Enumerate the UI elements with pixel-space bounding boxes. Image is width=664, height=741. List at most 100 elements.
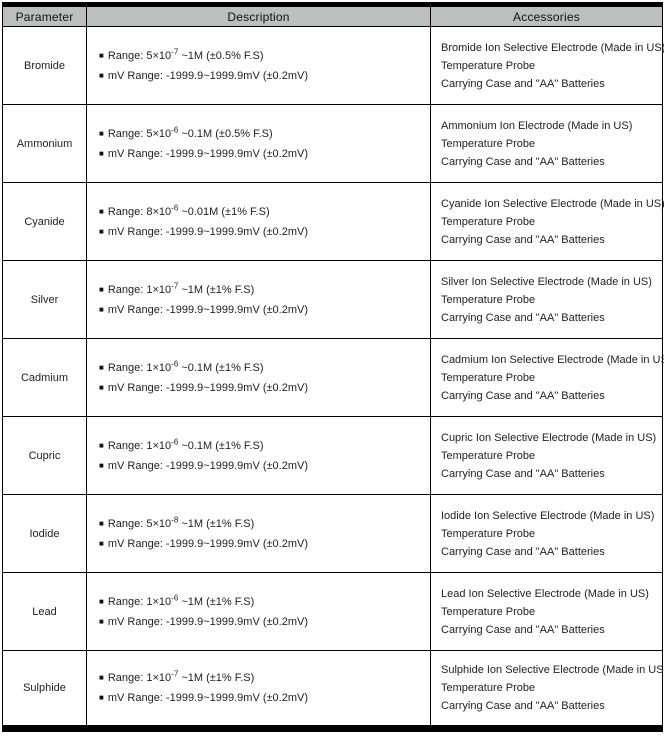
description-cell: ■ Range: 1×10-6 ~1M (±1% F.S) ■ mV Range: … <box>86 572 431 651</box>
square-bullet-icon: ■ <box>99 693 104 702</box>
range-exponent: -6 <box>171 124 179 134</box>
accessory-line: Carrying Case and "AA" Batteries <box>441 389 605 402</box>
parameter-label: Sulphide <box>23 682 66 694</box>
table-body: Bromide ■ Range: 5×10-7 ~1M (±0.5% F.S) ■… <box>2 26 664 729</box>
range-line: ■ Range: 8×10-6 ~0.01M (±1% F.S) <box>99 202 430 222</box>
square-bullet-icon: ■ <box>99 362 104 372</box>
range-line: ■ Range: 5×10-8 ~1M (±1% F.S) <box>99 514 430 534</box>
range-suffix: ~0.1M (±1% F.S) <box>178 439 264 452</box>
range-suffix: ~1M (±1% F.S) <box>178 517 255 530</box>
accessory-line: Carrying Case and "AA" Batteries <box>441 467 605 480</box>
accessory-line: Cyanide Ion Selective Electrode (Made in… <box>441 197 664 210</box>
accessory-line: Temperature Probe <box>441 605 536 618</box>
accessory-line: Temperature Probe <box>441 293 536 306</box>
square-bullet-icon: ■ <box>99 518 104 528</box>
mv-range-line: ■ mV Range: -1999.9~1999.9mV (±0.2mV) <box>99 300 430 320</box>
accessory-line: Iodide Ion Selective Electrode (Made in … <box>441 509 655 522</box>
square-bullet-icon: ■ <box>99 304 104 314</box>
range-suffix: ~1M (±1% F.S) <box>178 672 255 684</box>
accessory-line: Sulphide Ion Selective Electrode (Made i… <box>441 664 664 676</box>
range-line: ■ Range: 1×10-7 ~1M (±1% F.S) <box>99 668 430 688</box>
description-cell: ■ Range: 5×10-6 ~0.1M (±0.5% F.S) ■ mV Ran… <box>86 104 431 183</box>
mv-range-line: ■ mV Range: -1999.9~1999.9mV (±0.2mV) <box>99 222 430 242</box>
square-bullet-icon: ■ <box>99 284 104 294</box>
accessory-line: Lead Ion Selective Electrode (Made in US… <box>441 587 649 600</box>
range-prefix: Range: 5×10 <box>107 49 172 62</box>
range-line: ■ Range: 1×10-6 ~0.1M (±1% F.S) <box>99 358 430 378</box>
accessory-line: Bromide Ion Selective Electrode (Made in… <box>441 41 664 54</box>
square-bullet-icon: ■ <box>99 538 104 548</box>
parameter-label: Silver <box>30 293 59 306</box>
accessory-line: Temperature Probe <box>441 682 536 694</box>
accessories-cell: Ammonium Ion Electrode (Made in US) Tempe… <box>430 104 663 183</box>
accessories-cell: Cyanide Ion Selective Electrode (Made in… <box>430 182 664 261</box>
accessories-cell: Sulphide Ion Selective Electrode (Made i… <box>430 650 664 729</box>
range-exponent: -8 <box>171 514 179 524</box>
square-bullet-icon: ■ <box>99 460 104 470</box>
parameter-cell: Cadmium <box>2 338 87 417</box>
accessories-cell: Bromide Ion Selective Electrode (Made in… <box>430 26 664 105</box>
parameter-cell: Ammonium <box>2 104 87 183</box>
description-cell: ■ Range: 1×10-7 ~1M (±1% F.S) ■ mV Range: … <box>86 650 431 729</box>
accessory-line: Carrying Case and "AA" Batteries <box>441 311 605 324</box>
range-exponent: -7 <box>171 669 179 679</box>
range-exponent: -6 <box>171 592 179 602</box>
description-cell: ■ Range: 8×10-6 ~0.01M (±1% F.S) ■ mV Rang… <box>86 182 431 261</box>
accessory-line: Temperature Probe <box>441 59 536 72</box>
range-prefix: Range: 1×10 <box>107 595 172 608</box>
table-row: Cupric ■ Range: 1×10-6 ~0.1M (±1% F.S) ■ m… <box>2 416 663 495</box>
accessory-line: Carrying Case and "AA" Batteries <box>441 155 605 168</box>
square-bullet-icon: ■ <box>99 206 104 216</box>
range-suffix: ~1M (±0.5% F.S) <box>178 49 264 62</box>
accessory-line: Carrying Case and "AA" Batteries <box>441 623 605 636</box>
range-line: ■ Range: 1×10-7 ~1M (±1% F.S) <box>99 280 430 300</box>
mv-range-text: mV Range: -1999.9~1999.9mV (±0.2mV) <box>107 381 309 394</box>
mv-range-text: mV Range: -1999.9~1999.9mV (±0.2mV) <box>107 692 309 704</box>
table-header: Parameter Description Accessories <box>2 4 663 27</box>
description-cell: ■ Range: 5×10-7 ~1M (±0.5% F.S) ■ mV Range… <box>86 26 431 105</box>
parameter-label: Bromide <box>24 59 65 72</box>
parameter-cell: Cyanide <box>2 182 87 261</box>
range-line: ■ Range: 1×10-6 ~0.1M (±1% F.S) <box>99 436 430 456</box>
table-row: Iodide ■ Range: 5×10-8 ~1M (±1% F.S) ■ mV … <box>2 494 663 573</box>
table-row: Lead ■ Range: 1×10-6 ~1M (±1% F.S) ■ mV Ra… <box>2 572 663 651</box>
parameter-cell: Bromide <box>2 26 87 105</box>
parameter-cell: Sulphide <box>2 650 87 729</box>
mv-range-line: ■ mV Range: -1999.9~1999.9mV (±0.2mV) <box>99 534 430 554</box>
parameter-label: Cadmium <box>20 371 69 384</box>
column-header-accessories: Accessories <box>430 4 663 27</box>
parameter-label: Cupric <box>28 449 61 462</box>
mv-range-text: mV Range: -1999.9~1999.9mV (±0.2mV) <box>107 303 309 316</box>
parameter-cell: Silver <box>2 260 87 339</box>
range-suffix: ~0.1M (±0.5% F.S) <box>178 127 273 140</box>
square-bullet-icon: ■ <box>99 50 104 60</box>
range-prefix: Range: 5×10 <box>107 517 172 530</box>
square-bullet-icon: ■ <box>99 382 104 392</box>
range-exponent: -7 <box>171 280 179 290</box>
accessory-line: Temperature Probe <box>441 371 536 384</box>
column-header-parameter: Parameter <box>2 4 87 27</box>
range-line: ■ Range: 1×10-6 ~1M (±1% F.S) <box>99 592 430 612</box>
accessories-cell: Cadmium Ion Selective Electrode (Made in… <box>430 338 664 417</box>
range-suffix: ~0.1M (±1% F.S) <box>178 361 264 374</box>
description-cell: ■ Range: 5×10-8 ~1M (±1% F.S) ■ mV Range: … <box>86 494 431 573</box>
mv-range-line: ■ mV Range: -1999.9~1999.9mV (±0.2mV) <box>99 612 430 632</box>
accessory-line: Temperature Probe <box>441 449 536 462</box>
accessory-line: Cadmium Ion Selective Electrode (Made in… <box>441 353 664 366</box>
table-row: Cyanide ■ Range: 8×10-6 ~0.01M (±1% F.S) … <box>2 182 664 261</box>
mv-range-text: mV Range: -1999.9~1999.9mV (±0.2mV) <box>107 147 309 160</box>
range-exponent: -6 <box>171 436 179 446</box>
accessories-cell: Lead Ion Selective Electrode (Made in US… <box>430 572 663 651</box>
parameter-cell: Cupric <box>2 416 87 495</box>
mv-range-line: ■ mV Range: -1999.9~1999.9mV (±0.2mV) <box>99 688 430 708</box>
parameter-cell: Lead <box>2 572 87 651</box>
range-prefix: Range: 1×10 <box>107 439 172 452</box>
mv-range-text: mV Range: -1999.9~1999.9mV (±0.2mV) <box>107 459 309 472</box>
mv-range-line: ■ mV Range: -1999.9~1999.9mV (±0.2mV) <box>99 144 430 164</box>
description-cell: ■ Range: 1×10-6 ~0.1M (±1% F.S) ■ mV Range… <box>86 338 431 417</box>
square-bullet-icon: ■ <box>99 128 104 138</box>
range-prefix: Range: 1×10 <box>107 672 172 684</box>
accessories-cell: Iodide Ion Selective Electrode (Made in … <box>430 494 663 573</box>
description-cell: ■ Range: 1×10-7 ~1M (±1% F.S) ■ mV Range: … <box>86 260 431 339</box>
mv-range-text: mV Range: -1999.9~1999.9mV (±0.2mV) <box>107 225 309 238</box>
